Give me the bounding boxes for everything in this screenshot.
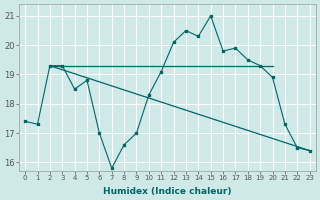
X-axis label: Humidex (Indice chaleur): Humidex (Indice chaleur) bbox=[103, 187, 232, 196]
